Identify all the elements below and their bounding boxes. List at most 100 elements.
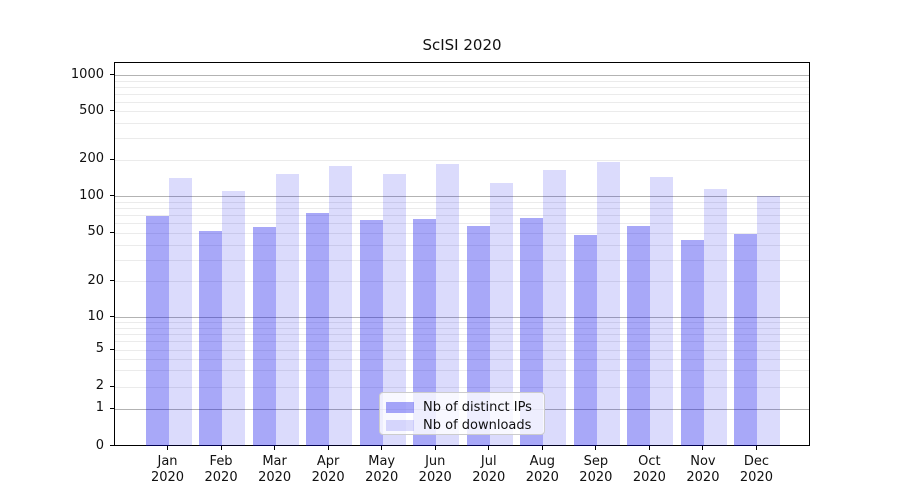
legend: Nb of distinct IPs Nb of downloads: [379, 392, 545, 435]
gridline-minor: [115, 215, 809, 217]
x-tick-year: 2020: [739, 470, 773, 485]
gridline-minor: [115, 201, 809, 203]
gridline-minor: [115, 223, 809, 225]
gridline-minor: [115, 358, 809, 360]
x-tick-month: Mar: [262, 454, 287, 469]
x-tick-mark: [220, 446, 222, 450]
x-tick-mark: [167, 446, 169, 450]
y-tick-mark: [110, 74, 114, 76]
bar-distinct-ips-may: [359, 220, 383, 446]
y-tick-label: 5: [95, 341, 104, 356]
x-tick-mark: [381, 446, 383, 450]
y-tick-mark: [110, 385, 114, 387]
x-tick-month: Jun: [425, 454, 446, 469]
y-tick-label: 2: [95, 378, 104, 393]
gridline-minor: [115, 333, 809, 335]
x-tick-mark: [541, 446, 543, 450]
y-tick-mark: [110, 316, 114, 318]
gridline-minor: [115, 349, 809, 351]
bar-downloads-feb: [222, 190, 246, 446]
x-tick-label-oct: Oct 2020: [609, 454, 689, 486]
x-tick-mark: [755, 446, 757, 450]
legend-row-downloads: Nb of downloads: [386, 417, 536, 433]
y-tick-label: 500: [79, 102, 104, 118]
x-tick-mark: [702, 446, 704, 450]
bar-distinct-ips-sep: [573, 235, 597, 446]
x-tick-label-apr: Apr 2020: [288, 454, 368, 486]
gridline-minor: [115, 244, 809, 246]
gridline-minor: [115, 86, 809, 88]
x-tick-label-mar: Mar 2020: [235, 454, 315, 486]
legend-swatch-distinct-ips: [386, 401, 414, 413]
bar-downloads-mar: [275, 174, 299, 446]
chart-title: ScISI 2020: [422, 36, 502, 54]
x-tick-year: 2020: [579, 470, 613, 485]
gridline-major: [115, 196, 809, 198]
x-tick-label-sep: Sep 2020: [556, 454, 636, 486]
x-tick-month: Feb: [209, 454, 233, 469]
x-tick-month: May: [368, 454, 396, 469]
y-tick-mark: [110, 195, 114, 197]
bar-downloads-apr: [329, 165, 353, 446]
bar-downloads-dec: [757, 196, 781, 446]
x-tick-year: 2020: [525, 470, 559, 485]
gridline-minor: [115, 159, 809, 161]
legend-swatch-downloads: [386, 419, 414, 431]
x-tick-month: Sep: [583, 454, 609, 469]
x-tick-label-jan: Jan 2020: [128, 454, 208, 486]
bar-distinct-ips-nov: [680, 240, 704, 446]
gridline-minor: [115, 327, 809, 329]
legend-label-downloads: Nb of downloads: [423, 417, 532, 433]
bar-distinct-ips-dec: [734, 234, 758, 446]
legend-label-distinct-ips: Nb of distinct IPs: [423, 399, 532, 415]
bar-distinct-ips-apr: [306, 212, 330, 446]
gridline-minor: [115, 281, 809, 283]
y-tick-label: 100: [79, 187, 104, 203]
plot-area: [114, 62, 810, 446]
x-tick-mark: [274, 446, 276, 450]
y-tick-mark: [110, 445, 114, 447]
x-tick-year: 2020: [365, 470, 399, 485]
y-tick-label: 200: [79, 151, 104, 166]
x-tick-mark: [595, 446, 597, 450]
x-tick-mark: [327, 446, 329, 450]
x-tick-label-jul: Jul 2020: [449, 454, 529, 486]
bar-distinct-ips-mar: [252, 227, 276, 446]
x-tick-month: Oct: [638, 454, 661, 469]
x-tick-month: Jan: [157, 454, 178, 469]
legend-row-distinct-ips: Nb of distinct IPs: [386, 399, 536, 415]
x-tick-year: 2020: [311, 470, 345, 485]
x-tick-year: 2020: [418, 470, 452, 485]
gridline-minor: [115, 322, 809, 324]
gridline-minor: [115, 370, 809, 372]
x-tick-year: 2020: [686, 470, 720, 485]
y-tick-mark: [110, 158, 114, 160]
x-tick-label-aug: Aug 2020: [502, 454, 582, 486]
bar-downloads-jul: [489, 182, 513, 446]
y-tick-label: 0: [95, 437, 104, 453]
y-tick-mark: [110, 280, 114, 282]
y-tick-mark: [110, 231, 114, 233]
x-tick-month: Jul: [480, 454, 497, 469]
x-tick-year: 2020: [472, 470, 506, 485]
bar-distinct-ips-aug: [520, 217, 544, 446]
y-tick-label: 1000: [70, 66, 104, 82]
x-tick-mark: [434, 446, 436, 450]
y-tick-mark: [110, 110, 114, 112]
y-tick-mark: [110, 348, 114, 350]
x-tick-month: Aug: [529, 454, 555, 469]
gridline-major: [115, 317, 809, 319]
x-tick-year: 2020: [150, 470, 185, 485]
gridline-minor: [115, 111, 809, 113]
bar-downloads-aug: [543, 169, 567, 446]
bar-downloads-may: [382, 173, 406, 446]
gridline-minor: [115, 101, 809, 103]
bar-distinct-ips-jan: [145, 216, 169, 446]
x-tick-month: Apr: [316, 454, 340, 469]
bar-downloads-jun: [436, 164, 460, 446]
gridline-minor: [115, 207, 809, 209]
x-tick-mark: [488, 446, 490, 450]
y-tick-label: 50: [87, 224, 104, 240]
x-tick-month: Dec: [743, 454, 770, 469]
